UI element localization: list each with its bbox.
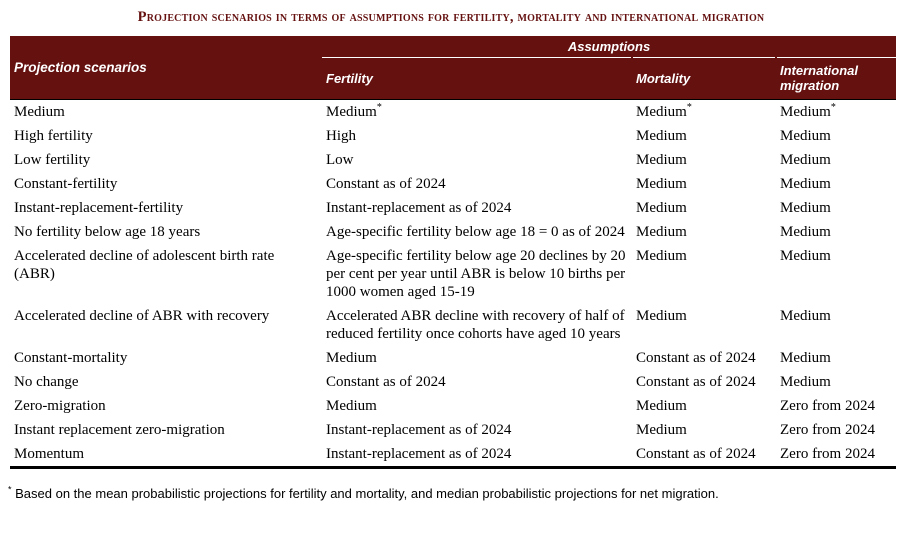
cell-mortality: Medium [636, 200, 687, 216]
cell-mortality: Medium* [636, 102, 692, 121]
cell-international-migration: Medium [780, 152, 831, 168]
cell-international-migration: Medium [780, 350, 831, 366]
cell-mortality: Medium [636, 176, 687, 192]
cell-scenario: Constant-fertility [14, 176, 118, 192]
cell-fertility: Age-specific fertility below age 18 = 0 … [326, 224, 625, 240]
table-row: Constant-fertility Constant as of 2024 Med… [10, 172, 896, 196]
footnote: * Based on the mean probabilistic projec… [8, 484, 894, 502]
cell-mortality: Medium [636, 128, 687, 144]
cell-scenario: Accelerated decline of adolescent birth … [14, 248, 275, 282]
cell-fertility: Medium [326, 350, 377, 366]
cell-international-migration: Medium [780, 176, 831, 192]
table-row: High fertility High Medium Medium [10, 124, 896, 148]
cell-international-migration: Medium [780, 248, 831, 264]
cell-scenario: No change [14, 374, 79, 390]
cell-scenario: High fertility [14, 128, 93, 144]
cell-international-migration: Zero from 2024 [780, 422, 875, 438]
header-row-assumptions: Projection scenarios Assumptions [10, 36, 897, 100]
table-row: Accelerated decline of ABR with recovery… [10, 304, 896, 346]
cell-international-migration: Medium* [780, 102, 836, 121]
cell-fertility: Accelerated ABR decline with recovery of… [326, 308, 625, 342]
table-row: No fertility below age 18 years Age-speci… [10, 220, 896, 244]
table-row: Momentum Instant-replacement as of 2024 Co… [10, 442, 896, 468]
cell-fertility: Medium [326, 398, 377, 414]
cell-mortality: Medium [636, 422, 687, 438]
table-row: Zero-migration Medium Medium Zero from 2024 [10, 394, 896, 418]
cell-scenario: Zero-migration [14, 398, 106, 414]
cell-scenario: Instant-replacement-fertility [14, 200, 184, 216]
cell-international-migration: Medium [780, 224, 831, 240]
cell-fertility: Low [326, 152, 354, 168]
table-header: Projection scenarios Assumptions Fertili… [10, 36, 897, 100]
column-header-fertility: Fertility [322, 57, 632, 100]
cell-international-migration: Medium [780, 308, 831, 324]
cell-mortality: Medium [636, 152, 687, 168]
cell-international-migration: Medium [780, 200, 831, 216]
column-header-projection-scenarios: Projection scenarios [10, 36, 322, 100]
cell-mortality: Medium [636, 308, 687, 324]
cell-fertility: Instant-replacement as of 2024 [326, 200, 512, 216]
table-row: Constant-mortality Medium Constant as of 2… [10, 346, 896, 370]
column-header-international-migration: International migration [776, 57, 897, 100]
cell-fertility: Medium* [326, 102, 382, 121]
cell-international-migration: Medium [780, 374, 831, 390]
document-page: Projection scenarios in terms of assumpt… [0, 8, 902, 545]
table-row: Accelerated decline of adolescent birth … [10, 244, 896, 304]
table-row: Instant-replacement-fertility Instant-rep… [10, 196, 896, 220]
cell-scenario: Medium [14, 104, 65, 120]
table-row: Medium Medium* Medium* Medium* [10, 100, 896, 125]
cell-fertility: Constant as of 2024 [326, 374, 446, 390]
cell-scenario: No fertility below age 18 years [14, 224, 201, 240]
table-row: Low fertility Low Medium Medium [10, 148, 896, 172]
header-row-columns: Fertility Mortality International migrat… [10, 57, 897, 100]
cell-international-migration: Medium [780, 128, 831, 144]
cell-fertility: Constant as of 2024 [326, 176, 446, 192]
superscript-marker: * [376, 102, 382, 113]
column-header-assumptions: Assumptions [322, 36, 897, 57]
table-title: Projection scenarios in terms of assumpt… [137, 9, 765, 25]
cell-scenario: Instant replacement zero-migration [14, 422, 225, 438]
cell-fertility: Age-specific fertility below age 20 decl… [326, 248, 626, 300]
footnote-marker: * [8, 484, 12, 495]
projection-scenarios-table: Projection scenarios Assumptions Fertili… [10, 36, 897, 469]
cell-international-migration: Zero from 2024 [780, 398, 875, 414]
cell-mortality: Medium [636, 224, 687, 240]
cell-scenario: Accelerated decline of ABR with recovery [14, 308, 270, 324]
superscript-marker: * [830, 102, 836, 113]
footnote-text: Based on the mean probabilistic projecti… [15, 486, 719, 501]
cell-international-migration: Zero from 2024 [780, 446, 875, 462]
cell-mortality: Medium [636, 248, 687, 264]
cell-mortality: Constant as of 2024 [636, 350, 756, 366]
superscript-marker: * [686, 102, 692, 113]
cell-fertility: High [326, 128, 356, 144]
table-row: No change Constant as of 2024 Constant as … [10, 370, 896, 394]
cell-mortality: Constant as of 2024 [636, 374, 756, 390]
cell-fertility: Instant-replacement as of 2024 [326, 422, 512, 438]
cell-scenario: Low fertility [14, 152, 91, 168]
cell-mortality: Medium [636, 398, 687, 414]
table-body: Medium Medium* Medium* Medium* High fertilit… [10, 100, 896, 468]
cell-fertility: Instant-replacement as of 2024 [326, 446, 512, 462]
cell-scenario: Momentum [14, 446, 84, 462]
column-header-mortality: Mortality [632, 57, 776, 100]
cell-scenario: Constant-mortality [14, 350, 128, 366]
cell-mortality: Constant as of 2024 [636, 446, 756, 462]
table-row: Instant replacement zero-migration Instan… [10, 418, 896, 442]
